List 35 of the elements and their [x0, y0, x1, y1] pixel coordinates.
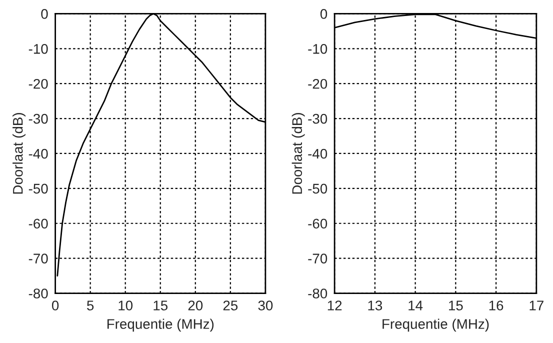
- x-tick-label: 0: [52, 300, 59, 310]
- x-tick-label: 16: [489, 300, 504, 310]
- y-tick-label: -30: [308, 114, 328, 124]
- y-tick-label: -40: [308, 148, 328, 159]
- x-tick-label: 14: [408, 300, 423, 310]
- x-tick-label: 15: [154, 300, 168, 310]
- y-tick-label: -10: [28, 44, 48, 54]
- y-tick-label: 0: [320, 9, 328, 19]
- x-tick-label: 13: [368, 300, 382, 310]
- y-tick-label: 0: [41, 9, 48, 19]
- y-tick-label: -60: [308, 218, 328, 229]
- y-tick-label: -20: [28, 78, 48, 89]
- x-axis-title: Frequentie (MHz): [107, 318, 214, 332]
- y-tick-label: -30: [28, 114, 48, 124]
- y-tick-label: -80: [28, 288, 48, 298]
- y-tick-label: -80: [308, 288, 328, 298]
- x-tick-label: 5: [87, 300, 94, 310]
- y-tick-label: -70: [308, 254, 328, 264]
- x-axis-title: Frequentie (MHz): [382, 318, 489, 332]
- x-tick-label: 20: [188, 300, 203, 310]
- y-tick-label: -50: [308, 184, 328, 194]
- y-tick-label: -50: [28, 184, 48, 194]
- x-tick-label: 12: [328, 300, 342, 310]
- y-tick-label: -60: [28, 218, 48, 229]
- x-tick-label: 25: [223, 300, 238, 310]
- y-axis-title: Doorlaat (dB): [12, 113, 26, 194]
- x-tick-label: 15: [449, 300, 463, 310]
- y-axis-title: Doorlaat (dB): [292, 113, 305, 194]
- y-tick-label: -10: [308, 44, 328, 54]
- x-tick-label: 30: [258, 300, 273, 310]
- x-tick-label: 17: [530, 300, 544, 310]
- y-tick-label: -40: [28, 148, 48, 159]
- x-tick-label: 10: [118, 300, 133, 310]
- y-tick-label: -20: [308, 78, 328, 89]
- y-tick-label: -70: [28, 254, 48, 264]
